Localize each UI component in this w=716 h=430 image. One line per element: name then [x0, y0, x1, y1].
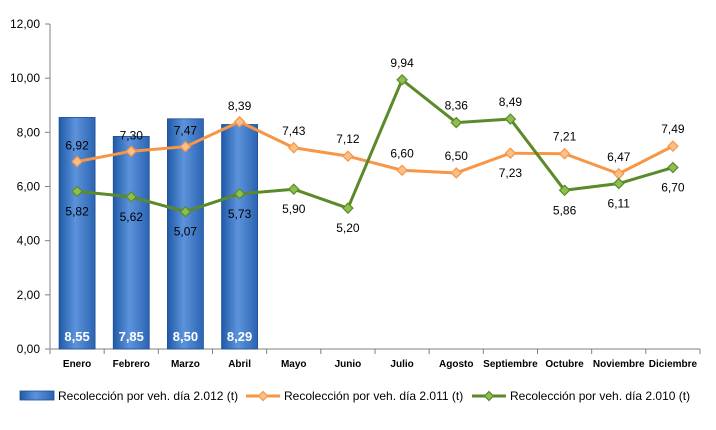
x-tick-label: Marzo: [171, 359, 200, 370]
data-label: 7,49: [661, 122, 685, 136]
data-label: 7,21: [553, 130, 577, 144]
y-tick-label: 6,00: [17, 180, 41, 194]
legend-label: Recolección por veh. día 2.012 (t): [58, 389, 238, 403]
data-label: 7,12: [336, 132, 360, 146]
data-label: 5,90: [282, 202, 306, 216]
bar: [112, 135, 150, 350]
bar-data-label: 8,55: [64, 329, 89, 344]
data-label: 6,11: [608, 197, 631, 211]
data-label: 6,60: [390, 146, 414, 160]
data-point: [233, 115, 246, 128]
x-tick-label: Octubre: [545, 359, 584, 370]
series-line: [76, 78, 674, 214]
data-point: [558, 147, 571, 160]
data-label: 6,70: [661, 181, 685, 195]
data-point: [233, 187, 246, 200]
data-label: 5,20: [336, 221, 360, 235]
data-point: [504, 147, 517, 160]
x-tick-label: Julio: [390, 359, 413, 370]
data-point: [450, 167, 463, 179]
data-label: 7,23: [499, 166, 523, 180]
data-label: 6,92: [65, 139, 89, 153]
x-tick-label: Mayo: [281, 359, 307, 370]
data-point: [612, 177, 625, 190]
y-tick-label: 4,00: [17, 234, 41, 248]
data-point: [287, 141, 300, 154]
x-tick-label: Diciembre: [649, 359, 698, 370]
y-tick-label: 0,00: [17, 342, 41, 356]
data-point: [71, 185, 83, 198]
x-tick-label: Enero: [63, 359, 91, 370]
data-label: 7,43: [282, 124, 306, 138]
legend-marker: [483, 390, 495, 402]
data-label: 8,39: [228, 99, 252, 113]
x-tick-label: Abril: [228, 359, 251, 370]
x-tick-label: Febrero: [113, 359, 150, 370]
data-label: 9,94: [390, 56, 414, 70]
x-tick-label: Septiembre: [483, 359, 538, 370]
data-label: 7,30: [120, 128, 144, 142]
data-point: [612, 167, 625, 180]
data-point: [504, 113, 517, 125]
data-point: [558, 184, 571, 197]
bar-data-label: 7,85: [119, 329, 144, 344]
bar-data-label: 8,29: [227, 329, 252, 344]
data-label: 5,73: [228, 207, 252, 221]
data-label: 6,50: [445, 149, 469, 163]
x-tick-label: Noviembre: [593, 359, 645, 370]
y-tick-label: 10,00: [10, 71, 40, 85]
data-point: [342, 150, 354, 163]
legend-label: Recolección por veh. día 2.011 (t): [284, 389, 463, 403]
data-point: [667, 140, 679, 152]
data-label: 5,07: [174, 225, 198, 239]
bar: [167, 118, 204, 350]
data-label: 6,47: [607, 150, 631, 164]
data-point: [179, 205, 192, 218]
data-label: 5,62: [120, 210, 144, 224]
data-label: 8,49: [499, 95, 523, 109]
data-point: [450, 116, 463, 129]
y-tick-label: 8,00: [17, 125, 41, 139]
y-tick-label: 2,00: [17, 288, 41, 302]
data-point: [71, 155, 83, 168]
legend-label: Recolección por veh. día 2.010 (t): [510, 389, 690, 403]
data-point: [287, 183, 300, 196]
data-label: 8,36: [445, 99, 469, 113]
data-point: [667, 161, 679, 174]
data-label: 7,47: [174, 124, 198, 138]
data-point: [125, 145, 138, 158]
x-tick-label: Agosto: [439, 359, 473, 370]
data-point: [342, 202, 354, 215]
y-tick-label: 12,00: [10, 17, 40, 31]
bar-data-label: 8,50: [173, 329, 198, 344]
data-label: 5,86: [553, 203, 577, 217]
data-point: [396, 164, 408, 177]
data-label: 5,82: [65, 204, 89, 218]
series-line: [76, 120, 674, 176]
data-point: [125, 190, 138, 203]
data-point: [396, 73, 408, 86]
data-point: [179, 140, 192, 153]
x-tick-label: Junio: [335, 359, 362, 370]
bar: [221, 124, 258, 350]
legend-marker: [257, 390, 269, 402]
legend-swatch: [19, 390, 55, 401]
